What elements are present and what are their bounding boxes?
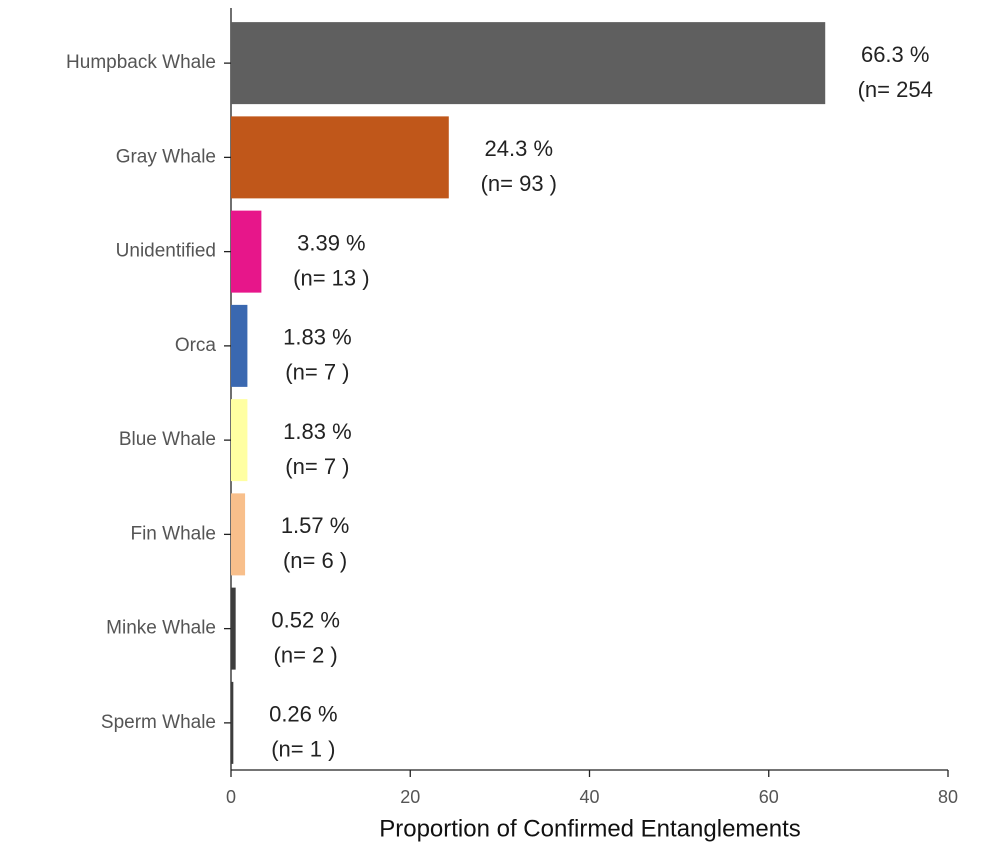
n-label: (n= 2 ) <box>274 642 338 667</box>
value-label: 1.57 % <box>281 513 350 538</box>
n-label: (n= 6 ) <box>283 548 347 573</box>
bar <box>231 304 248 387</box>
n-label: (n= 254 <box>858 77 933 102</box>
value-label: 24.3 % <box>485 136 554 161</box>
bar <box>231 399 248 482</box>
x-tick-label: 60 <box>759 787 779 807</box>
bar <box>231 493 246 576</box>
value-label: 66.3 % <box>861 42 930 67</box>
bar <box>231 210 262 293</box>
x-axis-title: Proportion of Confirmed Entanglements <box>379 815 801 842</box>
value-label: 0.26 % <box>269 702 338 727</box>
value-label: 1.83 % <box>283 325 352 350</box>
n-label: (n= 7 ) <box>285 360 349 385</box>
x-tick-label: 80 <box>938 787 958 807</box>
y-tick-label: Minke Whale <box>106 618 216 639</box>
y-tick-label: Gray Whale <box>116 146 216 167</box>
y-tick-label: Fin Whale <box>130 523 216 544</box>
x-tick-label: 20 <box>400 787 420 807</box>
n-label: (n= 1 ) <box>271 737 335 762</box>
n-label: (n= 13 ) <box>293 265 369 290</box>
x-tick-label: 40 <box>579 787 599 807</box>
value-label: 1.83 % <box>283 419 352 444</box>
y-tick-label: Humpback Whale <box>66 52 216 73</box>
bar <box>231 681 234 764</box>
bar <box>231 22 826 105</box>
n-label: (n= 7 ) <box>285 454 349 479</box>
y-tick-label: Orca <box>175 335 217 356</box>
x-tick-label: 0 <box>226 787 236 807</box>
y-tick-label: Blue Whale <box>119 429 216 450</box>
bar <box>231 116 449 199</box>
n-label: (n= 93 ) <box>481 171 557 196</box>
value-label: 0.52 % <box>271 607 340 632</box>
y-tick-label: Sperm Whale <box>101 712 216 733</box>
value-label: 3.39 % <box>297 230 366 255</box>
y-tick-label: Unidentified <box>116 241 216 262</box>
bar <box>231 587 236 670</box>
